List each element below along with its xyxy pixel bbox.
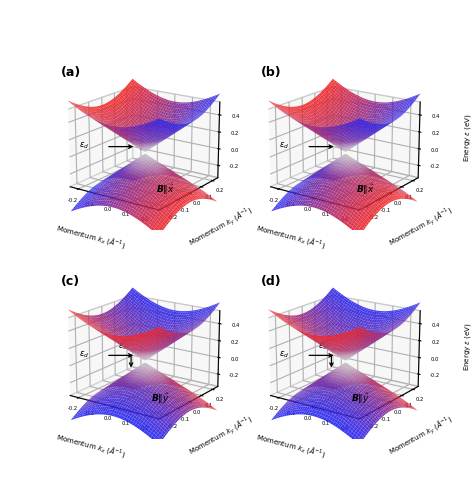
Text: $\varepsilon_s$: $\varepsilon_s$ [145,124,154,135]
X-axis label: Momentum $k_x$ ($\AA^{-1}$): Momentum $k_x$ ($\AA^{-1}$) [55,221,127,251]
Text: $\boldsymbol{B} \| \hat{y}$: $\boldsymbol{B} \| \hat{y}$ [351,392,370,406]
Text: $\boldsymbol{B} \| \hat{x}$: $\boldsymbol{B} \| \hat{x}$ [356,183,375,197]
Y-axis label: Momentum $k_y$ ($\AA^{-1}$): Momentum $k_y$ ($\AA^{-1}$) [387,413,456,459]
X-axis label: Momentum $k_x$ ($\AA^{-1}$): Momentum $k_x$ ($\AA^{-1}$) [255,430,327,460]
Y-axis label: Momentum $k_y$ ($\AA^{-1}$): Momentum $k_y$ ($\AA^{-1}$) [387,204,456,250]
Text: $\varepsilon_s$: $\varepsilon_s$ [318,341,328,352]
Text: $\varepsilon_d$: $\varepsilon_d$ [279,349,290,360]
Text: (d): (d) [261,275,282,288]
Text: $\varepsilon_s$: $\varepsilon_s$ [118,341,127,352]
Text: (c): (c) [61,275,80,288]
Text: (b): (b) [261,67,282,80]
Text: $\varepsilon_d$: $\varepsilon_d$ [79,141,89,151]
Y-axis label: Momentum $k_y$ ($\AA^{-1}$): Momentum $k_y$ ($\AA^{-1}$) [186,204,255,250]
Text: (a): (a) [61,67,81,80]
Text: $\boldsymbol{B} \| \hat{y}$: $\boldsymbol{B} \| \hat{y}$ [151,392,170,406]
X-axis label: Momentum $k_x$ ($\AA^{-1}$): Momentum $k_x$ ($\AA^{-1}$) [255,221,327,251]
Text: $\varepsilon_d$: $\varepsilon_d$ [279,141,290,151]
X-axis label: Momentum $k_x$ ($\AA^{-1}$): Momentum $k_x$ ($\AA^{-1}$) [55,430,127,460]
Text: $\boldsymbol{B} \| \hat{x}$: $\boldsymbol{B} \| \hat{x}$ [156,183,175,197]
Text: $\varepsilon_d$: $\varepsilon_d$ [79,349,89,360]
Y-axis label: Momentum $k_y$ ($\AA^{-1}$): Momentum $k_y$ ($\AA^{-1}$) [186,413,255,459]
Text: $\varepsilon_s$: $\varepsilon_s$ [345,124,354,135]
